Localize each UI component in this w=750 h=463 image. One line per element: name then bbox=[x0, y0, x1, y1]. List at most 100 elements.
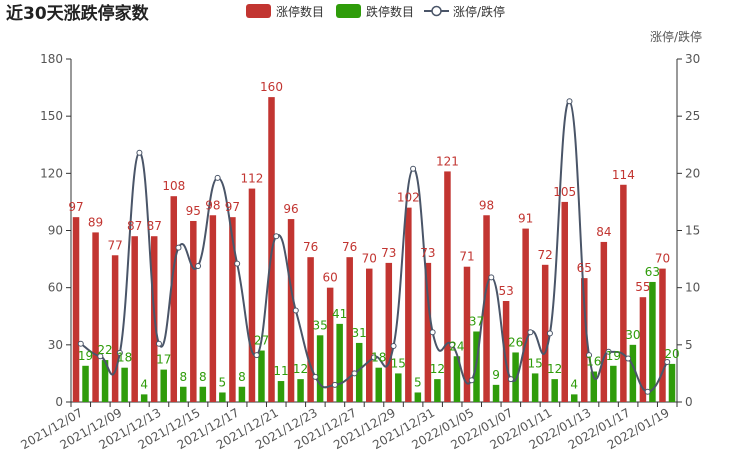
bar-up[interactable] bbox=[209, 215, 217, 402]
bar-down[interactable] bbox=[531, 373, 539, 402]
bar-up[interactable] bbox=[463, 266, 471, 402]
ratio-point[interactable] bbox=[429, 329, 436, 336]
bar-up[interactable] bbox=[541, 264, 549, 402]
bar-up[interactable] bbox=[483, 215, 490, 402]
bar-down[interactable] bbox=[297, 379, 304, 402]
bar-up[interactable] bbox=[346, 257, 353, 402]
bar-up-label: 89 bbox=[88, 215, 103, 229]
ratio-point[interactable] bbox=[586, 352, 593, 359]
ratio-point[interactable] bbox=[312, 373, 319, 380]
bar-up[interactable] bbox=[229, 217, 236, 402]
ratio-point[interactable] bbox=[625, 355, 632, 362]
ratio-point[interactable] bbox=[527, 329, 534, 336]
bar-down[interactable] bbox=[590, 371, 598, 402]
ratio-point[interactable] bbox=[507, 376, 514, 383]
bar-up[interactable] bbox=[170, 196, 178, 402]
ratio-point[interactable] bbox=[371, 354, 377, 361]
bar-up[interactable] bbox=[72, 217, 80, 402]
bar-up[interactable] bbox=[424, 262, 432, 402]
bar-up[interactable] bbox=[307, 257, 314, 402]
bar-down[interactable] bbox=[355, 342, 363, 402]
bar-up[interactable] bbox=[405, 207, 412, 402]
bar-up-label: 97 bbox=[68, 200, 83, 214]
right-tick-label: 0 bbox=[685, 395, 693, 409]
ratio-point[interactable] bbox=[488, 274, 495, 281]
bar-up[interactable] bbox=[639, 297, 647, 402]
bar-up[interactable] bbox=[326, 287, 334, 402]
bar-up[interactable] bbox=[444, 171, 451, 402]
bar-up[interactable] bbox=[502, 301, 510, 402]
bar-down[interactable] bbox=[140, 394, 148, 402]
ratio-point[interactable] bbox=[77, 340, 84, 347]
bar-up[interactable] bbox=[190, 220, 197, 402]
ratio-point[interactable] bbox=[331, 381, 338, 388]
ratio-point[interactable] bbox=[664, 358, 671, 365]
bar-down[interactable] bbox=[199, 386, 207, 402]
bar-up[interactable] bbox=[385, 262, 393, 402]
ratio-point[interactable] bbox=[116, 349, 123, 356]
ratio-point[interactable] bbox=[468, 377, 475, 384]
bar-down[interactable] bbox=[101, 360, 109, 402]
ratio-point[interactable] bbox=[410, 165, 417, 172]
bar-down[interactable] bbox=[453, 356, 461, 402]
ratio-point[interactable] bbox=[234, 260, 241, 267]
bar-up[interactable] bbox=[561, 201, 568, 402]
bar-up[interactable] bbox=[248, 188, 256, 402]
bar-down[interactable] bbox=[82, 365, 89, 402]
legend-item-down[interactable]: 跌停数目 bbox=[336, 4, 414, 19]
bar-up[interactable] bbox=[92, 232, 99, 402]
bar-down[interactable] bbox=[610, 365, 617, 402]
ratio-point[interactable] bbox=[566, 98, 573, 105]
bar-down[interactable] bbox=[375, 367, 383, 402]
bar-down[interactable] bbox=[160, 369, 167, 402]
bar-down[interactable] bbox=[336, 323, 343, 402]
bar-down[interactable] bbox=[277, 381, 285, 402]
ratio-point[interactable] bbox=[273, 233, 280, 240]
ratio-point[interactable] bbox=[214, 174, 221, 181]
ratio-point[interactable] bbox=[292, 307, 299, 314]
bar-down[interactable] bbox=[238, 386, 246, 402]
ratio-point[interactable] bbox=[175, 244, 182, 251]
ratio-point[interactable] bbox=[351, 370, 358, 377]
bar-up[interactable] bbox=[111, 255, 119, 402]
bar-down-label: 63 bbox=[645, 265, 660, 279]
bar-up[interactable] bbox=[131, 236, 138, 402]
bar-down[interactable] bbox=[668, 363, 676, 402]
bar-down[interactable] bbox=[316, 335, 324, 402]
bar-up[interactable] bbox=[659, 268, 666, 402]
ratio-point[interactable] bbox=[644, 388, 651, 395]
ratio-point[interactable] bbox=[195, 262, 202, 269]
bar-up-label: 70 bbox=[655, 252, 670, 266]
ratio-point[interactable] bbox=[390, 342, 397, 349]
bar-up[interactable] bbox=[287, 219, 295, 402]
bar-down[interactable] bbox=[395, 373, 402, 402]
bar-down[interactable] bbox=[121, 367, 128, 402]
ratio-point[interactable] bbox=[155, 340, 162, 347]
bar-down[interactable] bbox=[492, 384, 500, 402]
bar-down[interactable] bbox=[570, 394, 578, 402]
bar-up[interactable] bbox=[620, 184, 627, 402]
ratio-point[interactable] bbox=[605, 348, 612, 355]
bar-down-label: 4 bbox=[570, 377, 578, 391]
bar-up[interactable] bbox=[366, 268, 373, 402]
bar-down[interactable] bbox=[219, 392, 226, 402]
ratio-point[interactable] bbox=[136, 149, 143, 156]
bar-down[interactable] bbox=[434, 379, 441, 402]
bar-up[interactable] bbox=[600, 241, 608, 402]
bar-down[interactable] bbox=[649, 281, 656, 402]
bar-down[interactable] bbox=[512, 352, 519, 402]
ratio-point[interactable] bbox=[253, 352, 260, 359]
legend-label-down: 跌停数目 bbox=[366, 4, 414, 19]
ratio-point[interactable] bbox=[449, 341, 456, 348]
ratio-point[interactable] bbox=[97, 353, 104, 360]
ratio-point[interactable] bbox=[546, 330, 553, 337]
legend-item-ratio[interactable]: 涨停/跌停 bbox=[424, 4, 505, 19]
bar-down[interactable] bbox=[551, 379, 558, 402]
bar-up[interactable] bbox=[581, 278, 588, 402]
bar-down[interactable] bbox=[258, 350, 265, 402]
bar-down[interactable] bbox=[414, 392, 422, 402]
bar-down[interactable] bbox=[629, 344, 637, 402]
bar-up[interactable] bbox=[522, 228, 529, 402]
bar-down[interactable] bbox=[180, 386, 187, 402]
legend-item-up[interactable]: 涨停数目 bbox=[246, 4, 324, 19]
